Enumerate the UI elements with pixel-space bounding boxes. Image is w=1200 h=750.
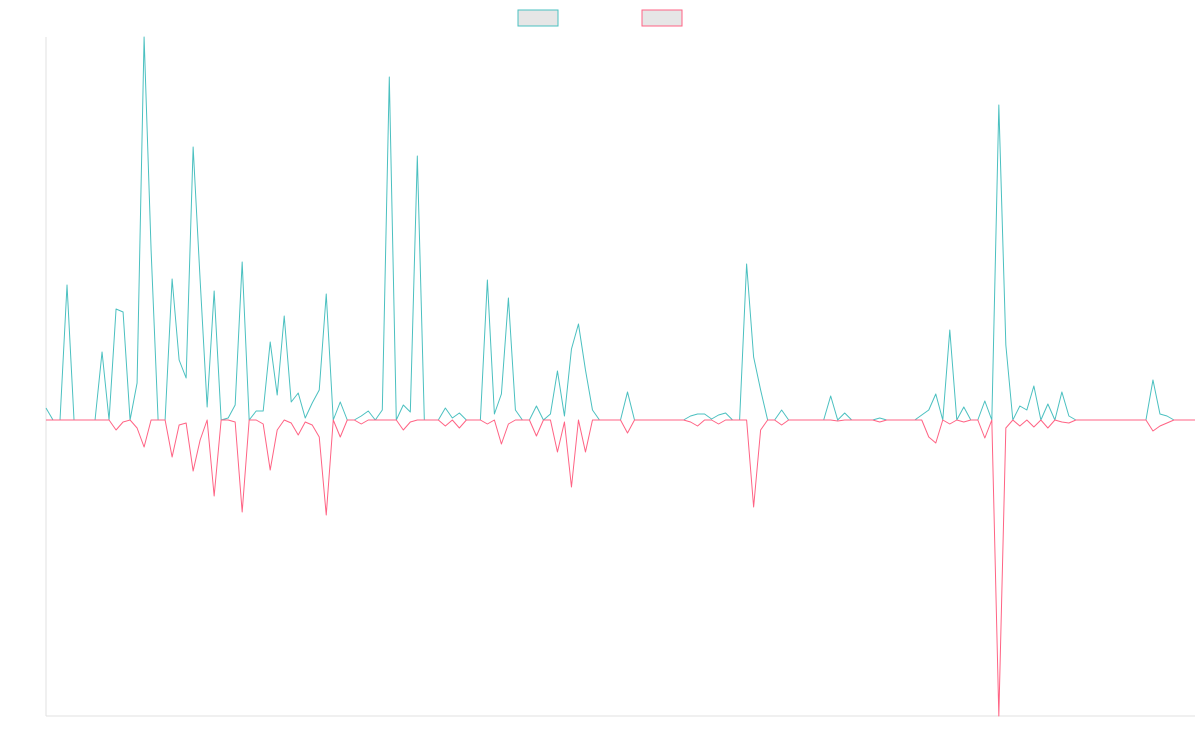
series-line	[45, 36, 1195, 421]
series-line	[46, 419, 1195, 717]
legend-swatch[interactable]	[517, 9, 559, 27]
legend-swatch[interactable]	[641, 9, 683, 27]
